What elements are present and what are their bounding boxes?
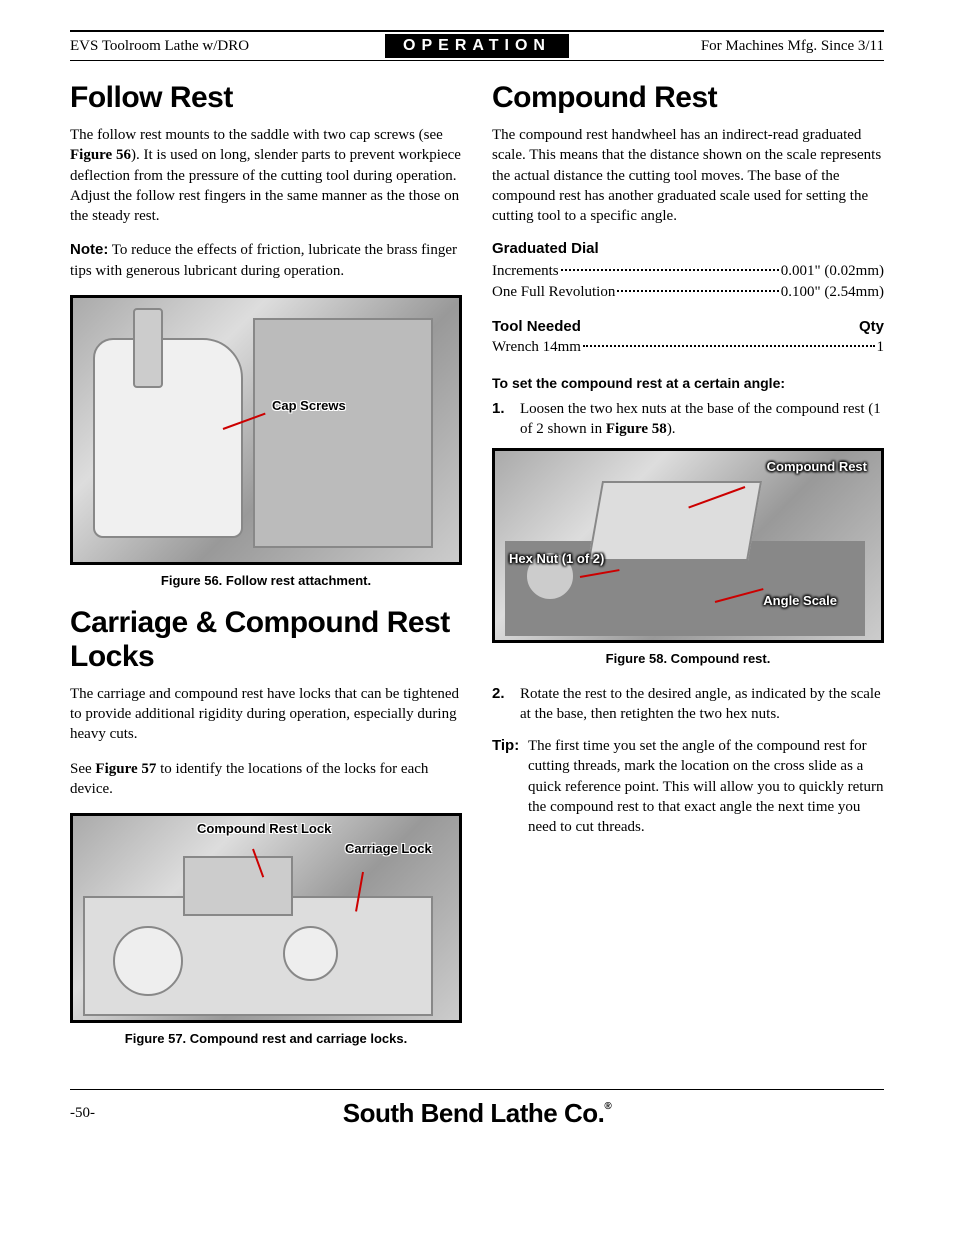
header-left-text: EVS Toolroom Lathe w/DRO [70, 38, 385, 55]
heading-compound-rest: Compound Rest [492, 81, 884, 115]
figure-58-caption: Figure 58. Compound rest. [492, 651, 884, 666]
step-2-number: 2. [492, 684, 520, 725]
para-follow-rest: The follow rest mounts to the saddle wit… [70, 125, 462, 226]
instruction-heading: To set the compound rest at a certain an… [492, 375, 884, 391]
tip-row: Tip: The first time you set the angle of… [492, 736, 884, 837]
tool-row-wrench: Wrench 14mm 1 [492, 337, 884, 357]
note-label: Note: [70, 241, 108, 258]
heading-carriage-locks: Carriage & Compound Rest Locks [70, 606, 462, 674]
step-1-text: Loosen the two hex nuts at the base of t… [520, 399, 884, 440]
figure-ref-58: Figure 58 [606, 421, 667, 437]
para-carriage-1: The carriage and compound rest have lock… [70, 684, 462, 745]
page-footer: -50- South Bend Lathe Co.® [70, 1089, 884, 1129]
figure-57-caption: Figure 57. Compound rest and carriage lo… [70, 1031, 462, 1046]
para-note: Note: To reduce the effects of friction,… [70, 240, 462, 281]
left-column: Follow Rest The follow rest mounts to th… [70, 81, 462, 1064]
fig56-callout-cap-screws: Cap Screws [268, 398, 350, 414]
fig57-callout-carriage-lock: Carriage Lock [341, 841, 436, 857]
page-number: -50- [70, 1105, 150, 1122]
step-2-text: Rotate the rest to the desired angle, as… [520, 684, 884, 725]
graduated-dial-heading: Graduated Dial [492, 240, 884, 257]
heading-follow-rest: Follow Rest [70, 81, 462, 115]
figure-56-caption: Figure 56. Follow rest attachment. [70, 573, 462, 588]
tip-text: The first time you set the angle of the … [528, 736, 884, 837]
fig58-callout-compound-rest: Compound Rest [763, 459, 871, 475]
step-2: 2. Rotate the rest to the desired angle,… [492, 684, 884, 725]
content-columns: Follow Rest The follow rest mounts to th… [70, 81, 884, 1064]
grad-row-increments: Increments 0.001" (0.02mm) [492, 261, 884, 281]
figure-ref-57: Figure 57 [95, 761, 156, 777]
figure-56-image: Cap Screws [70, 295, 462, 565]
tip-label: Tip: [492, 736, 528, 837]
para-carriage-2: See Figure 57 to identify the locations … [70, 759, 462, 800]
figure-ref-56: Figure 56 [70, 147, 131, 163]
fig57-callout-compound-lock: Compound Rest Lock [193, 821, 335, 837]
fig58-callout-hex-nut: Hex Nut (1 of 2) [505, 551, 608, 567]
page-header: EVS Toolroom Lathe w/DRO OPERATION For M… [70, 30, 884, 61]
footer-brand: South Bend Lathe Co.® [150, 1098, 804, 1129]
tool-needed-header: Tool Needed Qty [492, 318, 884, 335]
right-column: Compound Rest The compound rest handwhee… [492, 81, 884, 1064]
header-right-text: For Machines Mfg. Since 3/11 [569, 38, 884, 55]
step-1: 1. Loosen the two hex nuts at the base o… [492, 399, 884, 440]
dotted-leader [561, 269, 779, 271]
figure-57-image: Compound Rest Lock Carriage Lock [70, 813, 462, 1023]
dotted-leader [583, 345, 875, 347]
para-compound-rest: The compound rest handwheel has an indir… [492, 125, 884, 226]
grad-row-revolution: One Full Revolution 0.100" (2.54mm) [492, 282, 884, 302]
figure-58-image: Compound Rest Hex Nut (1 of 2) Angle Sca… [492, 448, 884, 643]
step-1-number: 1. [492, 399, 520, 440]
header-section-badge: OPERATION [385, 34, 569, 58]
fig58-callout-angle-scale: Angle Scale [759, 593, 841, 609]
registered-icon: ® [604, 1101, 611, 1112]
dotted-leader [617, 290, 778, 292]
